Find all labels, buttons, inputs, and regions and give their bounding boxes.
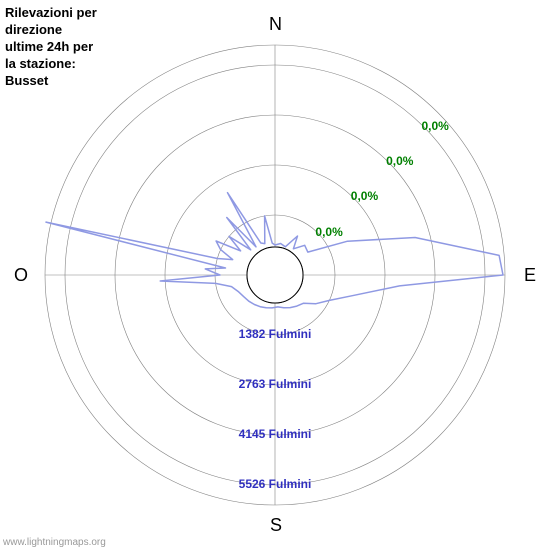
pct-label: 0,0%: [421, 119, 448, 133]
ring-label: 2763 Fulmini: [239, 377, 312, 391]
title-line: direzione: [5, 22, 62, 37]
pct-label: 0,0%: [315, 225, 342, 239]
pct-label: 0,0%: [386, 154, 413, 168]
cardinal-w: O: [14, 265, 28, 286]
cardinal-n: N: [269, 14, 282, 35]
cardinal-s: S: [270, 515, 282, 536]
title-line: ultime 24h per: [5, 39, 93, 54]
ring-label: 4145 Fulmini: [239, 427, 312, 441]
ring-label: 5526 Fulmini: [239, 477, 312, 491]
title-line: Rilevazioni per: [5, 5, 97, 20]
footer-link: www.lightningmaps.org: [3, 537, 106, 548]
chart-title: Rilevazioni per direzione ultime 24h per…: [5, 5, 97, 89]
polar-chart: Rilevazioni per direzione ultime 24h per…: [0, 0, 550, 550]
title-line: Busset: [5, 73, 48, 88]
cardinal-e: E: [524, 265, 536, 286]
ring-label: 1382 Fulmini: [239, 327, 312, 341]
title-line: la stazione:: [5, 56, 76, 71]
pct-label: 0,0%: [351, 189, 378, 203]
